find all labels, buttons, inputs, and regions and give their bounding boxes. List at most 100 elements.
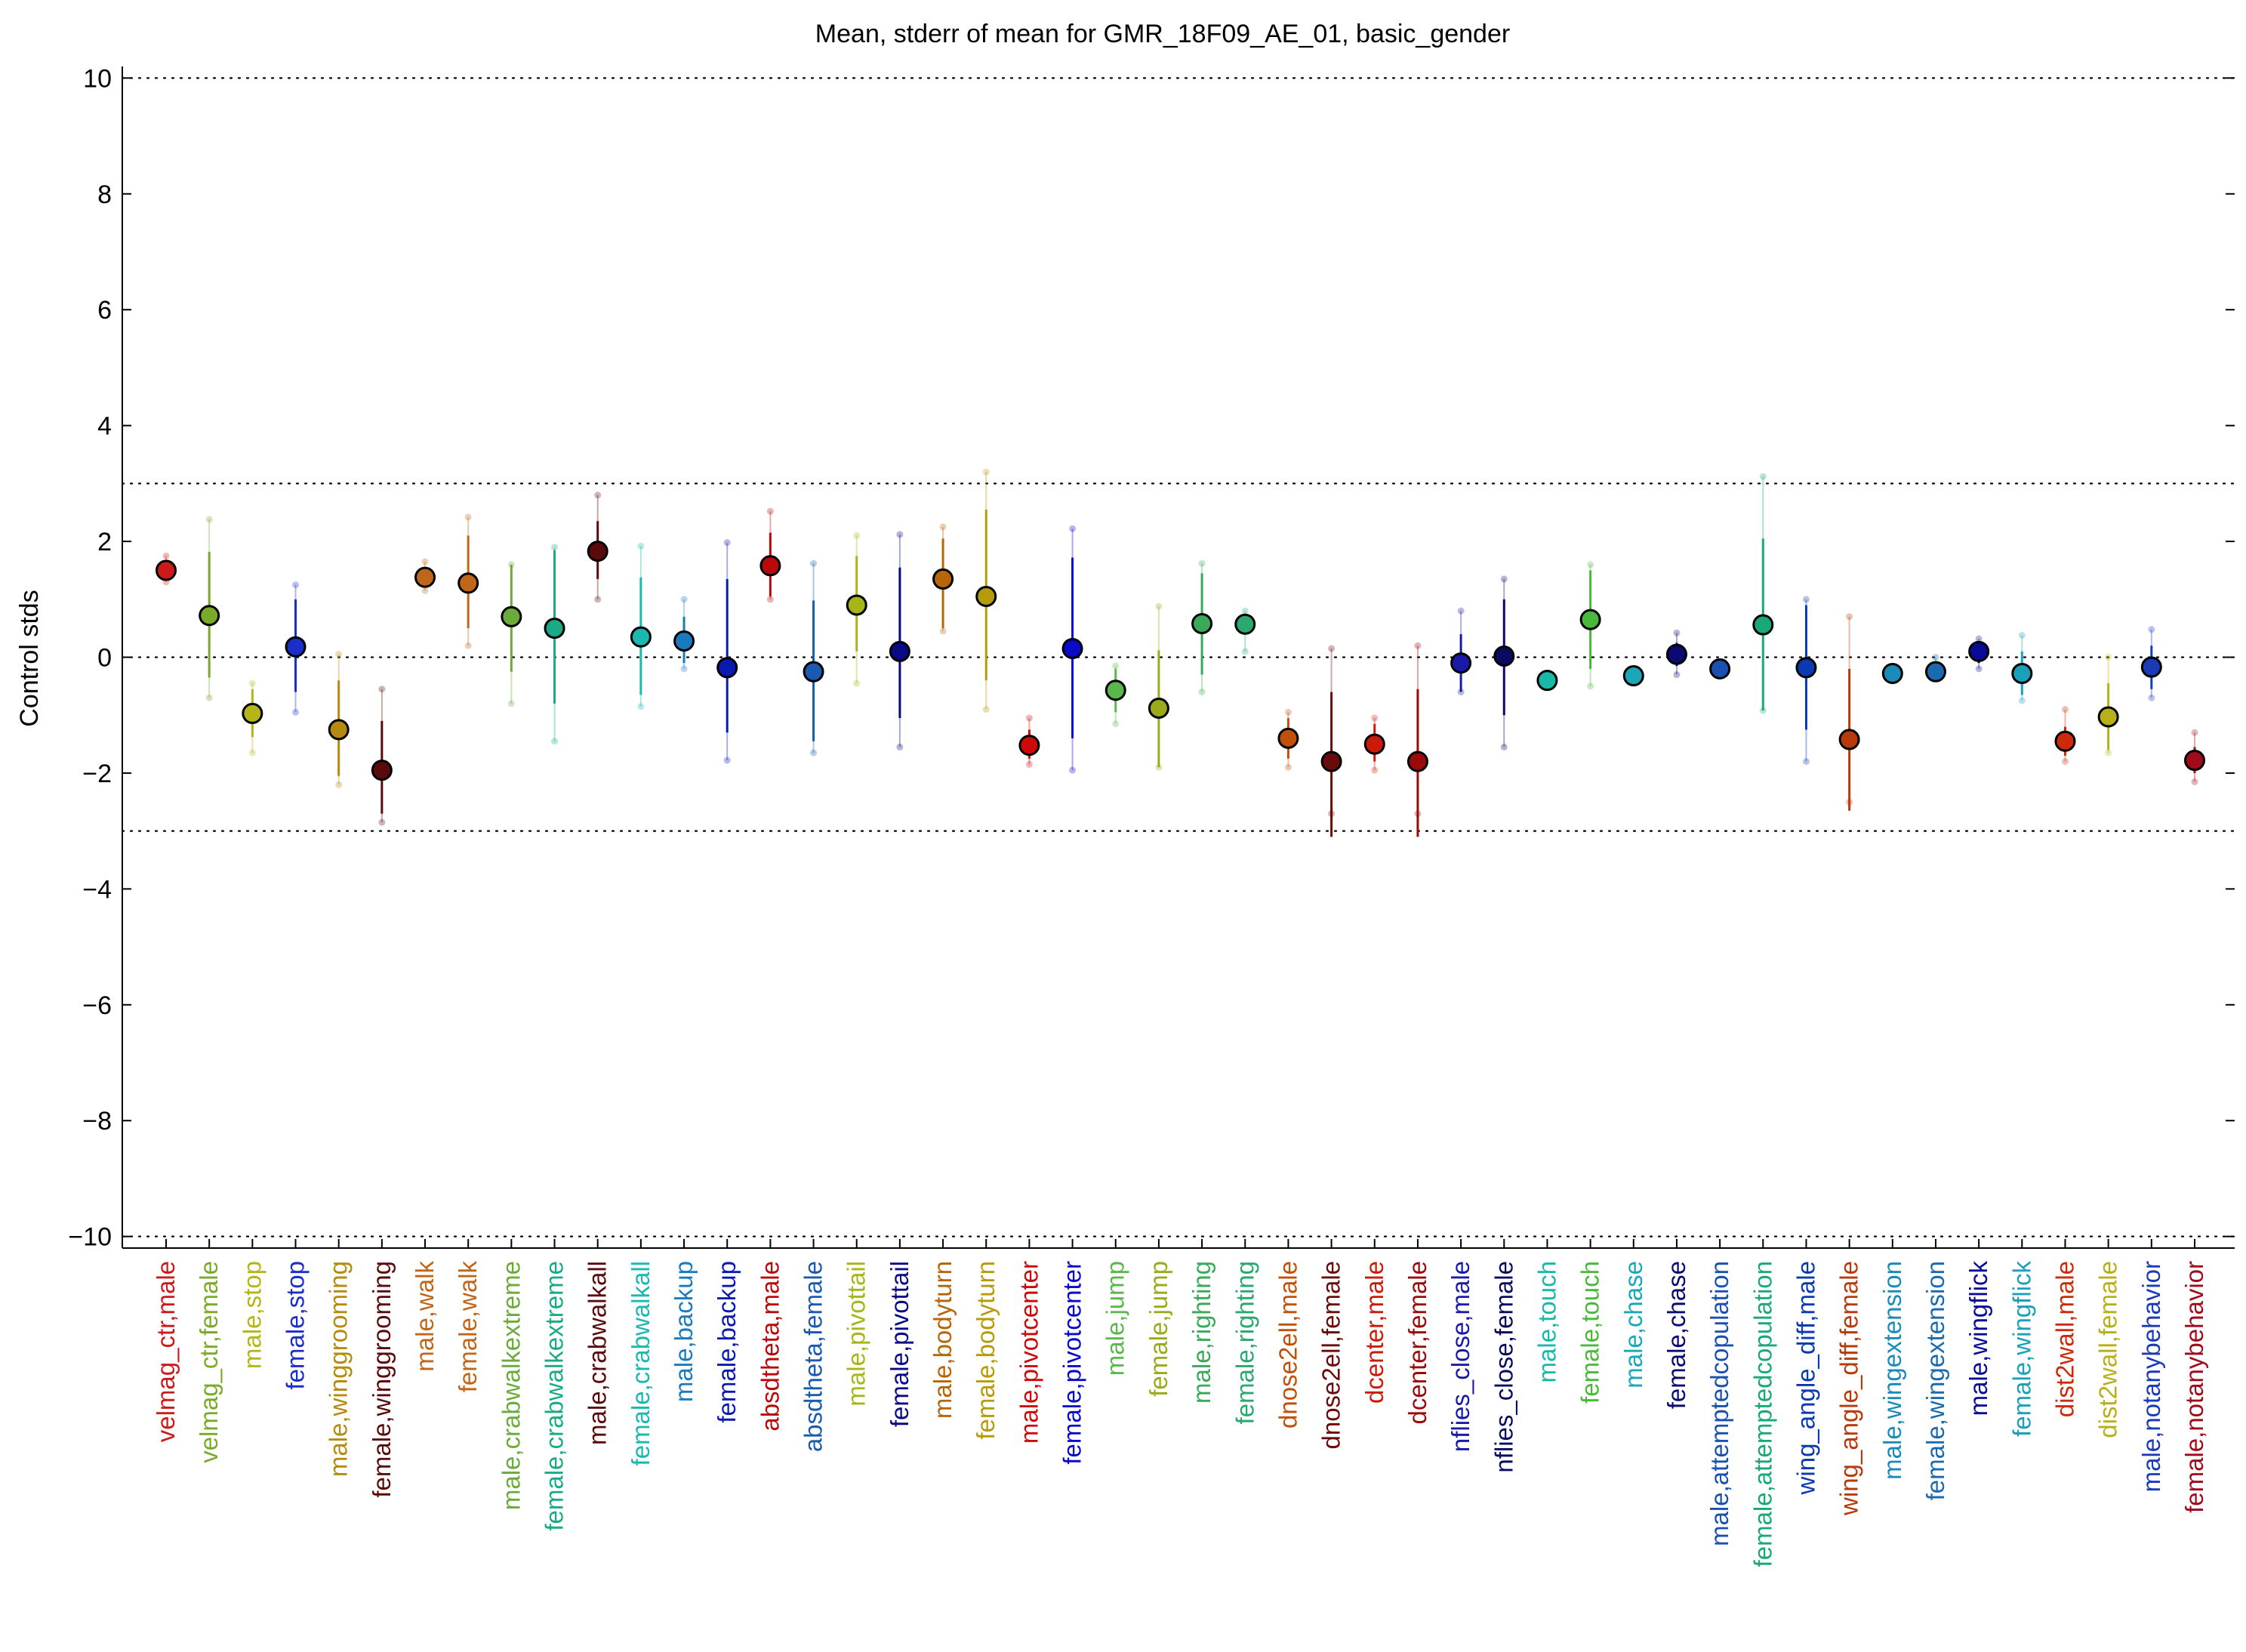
range-cap	[810, 749, 818, 757]
mean-point	[1924, 661, 1946, 683]
x-tick-label: male,notanybehavior	[2137, 1261, 2165, 1492]
mean-point	[1018, 735, 1040, 757]
y-tick-label: 2	[97, 528, 112, 556]
range-cap	[1112, 720, 1120, 728]
x-tick-labels: velmag_ctr,male velmag_ctr,female male,sto…	[152, 1239, 2208, 1567]
x-tick-label: male,wingflick	[1964, 1261, 1992, 1416]
range-cap	[551, 544, 559, 551]
range-cap	[766, 596, 774, 603]
range-cap	[1371, 714, 1379, 722]
range-cap	[1328, 645, 1336, 652]
x-tick-label: female,jump	[1145, 1261, 1172, 1397]
x-tick-label: nflies_close,female	[1490, 1261, 1517, 1473]
mean-point	[803, 661, 824, 683]
mean-point	[1277, 727, 1299, 749]
x-tick-label: female,attemptedcopulation	[1748, 1261, 1776, 1567]
mean-point	[1838, 729, 1860, 750]
x-tick-label: velmag_ctr,female	[195, 1261, 223, 1463]
chart-title: Mean, stderr of mean for GMR_18F09_AE_01…	[815, 20, 1510, 48]
y-tick-label: 0	[97, 644, 112, 673]
mean-point	[1148, 698, 1169, 720]
mean-point	[1881, 662, 1903, 684]
range-cap	[248, 680, 256, 687]
error-bars	[162, 468, 2198, 837]
x-tick-label: male,stop	[238, 1261, 266, 1369]
mean-point	[630, 626, 652, 648]
y-tick-label: −2	[82, 760, 112, 788]
y-tick-label: 6	[97, 296, 112, 325]
range-cap	[1802, 758, 1810, 766]
x-tick-label: male,crabwalkextreme	[497, 1261, 525, 1510]
mean-point	[458, 572, 479, 594]
y-tick-label: 10	[83, 64, 112, 93]
range-cap	[939, 523, 947, 531]
mean-point	[1536, 670, 1558, 692]
range-cap	[594, 596, 602, 603]
mean-point	[156, 559, 177, 581]
range-cap	[464, 642, 472, 649]
y-tick-label: −6	[82, 991, 112, 1020]
range-cap	[1673, 629, 1681, 636]
x-tick-label: male,backup	[670, 1261, 698, 1402]
x-tick-label: velmag_ctr,male	[152, 1261, 180, 1442]
range-cap	[1241, 607, 1249, 615]
x-tick-label: nflies_close,male	[1446, 1261, 1474, 1452]
x-tick-label: female,wingextension	[1921, 1261, 1949, 1500]
x-tick-label: female,pivotcenter	[1058, 1261, 1086, 1465]
mean-point	[932, 568, 954, 590]
x-tick-label: male,jump	[1101, 1261, 1129, 1376]
x-tick-label: female,wingflick	[2007, 1261, 2035, 1437]
x-tick-label: male,wingextension	[1878, 1261, 1906, 1480]
mean-point	[975, 585, 997, 607]
range-cap	[1284, 763, 1292, 771]
x-tick-label: female,winggrooming	[368, 1261, 396, 1498]
range-cap	[2191, 778, 2198, 785]
range-cap	[1241, 648, 1249, 655]
range-cap	[1759, 473, 1767, 480]
range-cap	[292, 708, 300, 716]
mean-point	[199, 605, 220, 627]
range-cap	[335, 781, 343, 788]
x-tick-label: dnose2ell,male	[1274, 1261, 1302, 1429]
range-cap	[982, 706, 990, 714]
x-tick-label: dcenter,female	[1403, 1261, 1431, 1424]
range-cap	[2191, 729, 2198, 736]
x-tick-label: female,bodyturn	[972, 1261, 1000, 1440]
x-tick-label: dist2wall,male	[2050, 1261, 2078, 1417]
range-cap	[421, 558, 429, 566]
range-cap	[1112, 662, 1120, 670]
range-cap	[1155, 603, 1163, 610]
mean-point	[1795, 657, 1817, 679]
range-cap	[1371, 766, 1379, 774]
x-tick-label: male,touch	[1533, 1261, 1560, 1382]
mean-point	[328, 719, 350, 741]
mean-point	[1363, 733, 1385, 755]
range-cap	[205, 694, 213, 701]
range-cap	[680, 596, 688, 603]
mean-point	[1622, 665, 1644, 687]
mean-point	[1665, 643, 1687, 665]
range-cap	[1414, 642, 1422, 649]
x-tick-label: female,crabwalkall	[627, 1261, 655, 1466]
mean-point	[759, 555, 781, 577]
range-cap	[982, 468, 990, 476]
range-cap	[2148, 694, 2155, 701]
range-cap	[1457, 607, 1465, 615]
range-cap	[2148, 626, 2155, 633]
range-cap	[1975, 635, 1983, 643]
range-cap	[723, 539, 731, 547]
range-cap	[1069, 525, 1077, 532]
mean-point	[2054, 730, 2076, 752]
y-axis: 10 8 6 4 2 0 −2 −4 −6 −8 −10	[68, 64, 2235, 1252]
range-cap	[1198, 559, 1206, 567]
range-cap	[1673, 671, 1681, 679]
mean-points	[156, 541, 2205, 781]
range-cap	[2061, 706, 2069, 714]
mean-point	[587, 541, 608, 562]
mean-point	[285, 636, 307, 658]
range-cap	[1587, 683, 1594, 690]
x-tick-label: male,chase	[1619, 1261, 1647, 1388]
range-cap	[1069, 766, 1077, 774]
mean-point	[673, 630, 695, 652]
